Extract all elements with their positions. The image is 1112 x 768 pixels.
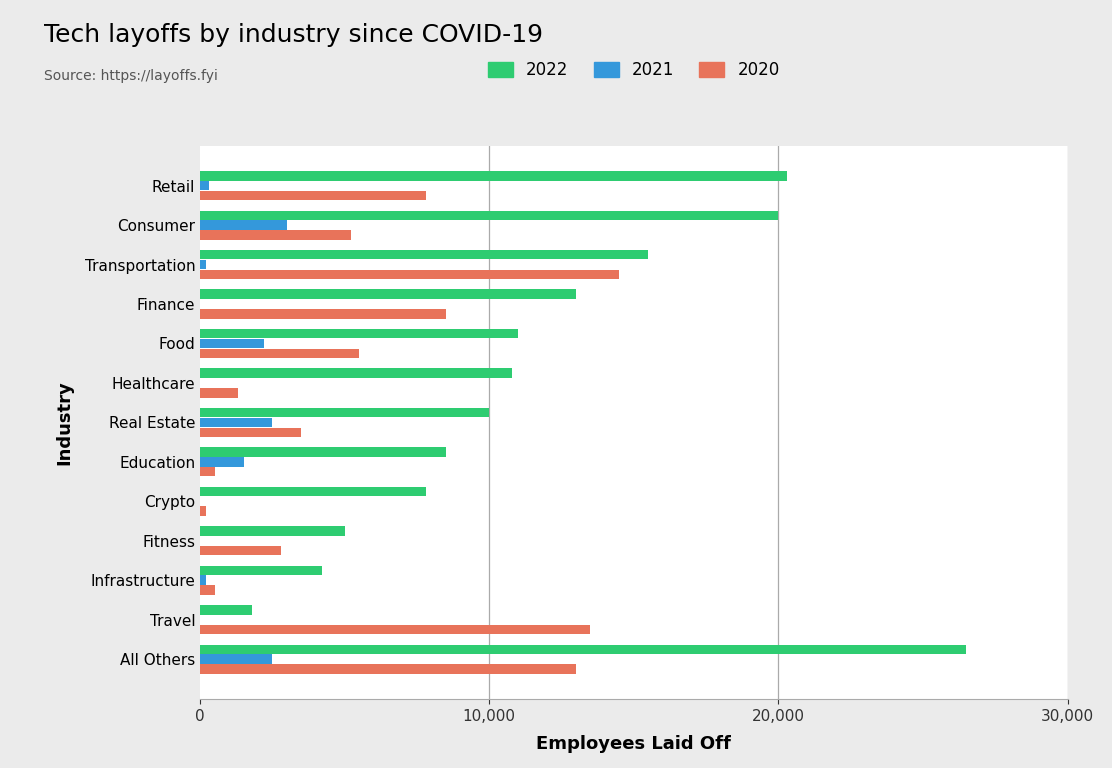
Bar — [200, 546, 281, 555]
Bar — [200, 605, 252, 614]
Bar — [200, 428, 301, 437]
Bar — [200, 388, 238, 398]
X-axis label: Employees Laid Off: Employees Laid Off — [536, 735, 732, 753]
Bar — [200, 447, 446, 457]
Bar — [200, 418, 272, 427]
Bar — [200, 506, 206, 516]
Text: Tech layoffs by industry since COVID-19: Tech layoffs by industry since COVID-19 — [44, 23, 544, 47]
Bar — [200, 487, 426, 496]
Text: Source: https://layoffs.fyi: Source: https://layoffs.fyi — [44, 69, 218, 83]
Bar — [200, 565, 321, 575]
Bar — [200, 457, 244, 467]
Bar — [200, 171, 787, 180]
Bar — [200, 220, 287, 230]
Bar — [200, 575, 206, 585]
Bar — [200, 654, 272, 664]
Bar — [200, 644, 966, 654]
Legend: 2022, 2021, 2020: 2022, 2021, 2020 — [481, 55, 786, 86]
Bar — [200, 210, 778, 220]
Bar — [200, 339, 264, 348]
Bar — [200, 290, 576, 299]
Y-axis label: Industry: Industry — [56, 380, 73, 465]
Bar — [200, 329, 518, 339]
Bar — [200, 349, 359, 358]
Bar — [200, 250, 648, 260]
Bar — [200, 230, 350, 240]
Bar — [200, 260, 206, 270]
Bar — [200, 181, 209, 190]
Bar — [200, 467, 215, 476]
Bar — [200, 526, 345, 535]
Bar — [200, 369, 513, 378]
Bar — [200, 270, 619, 280]
Bar — [200, 625, 590, 634]
Bar — [200, 310, 446, 319]
Bar — [200, 585, 215, 595]
Bar — [200, 408, 489, 417]
Bar — [200, 190, 426, 200]
Bar — [200, 664, 576, 674]
